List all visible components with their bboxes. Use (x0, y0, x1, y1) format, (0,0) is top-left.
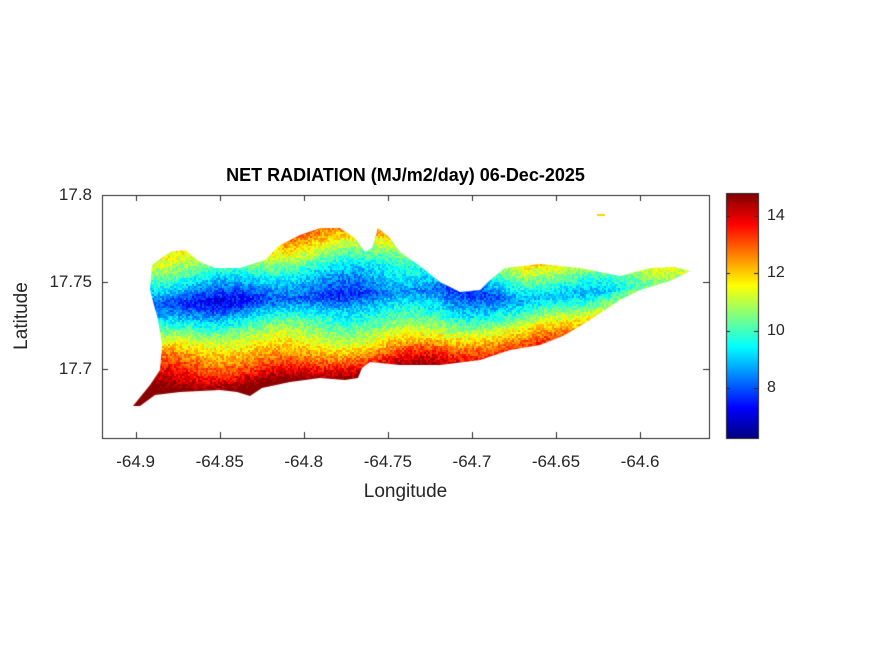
chart-title: NET RADIATION (MJ/m2/day) 06-Dec-2025 (226, 165, 585, 185)
x-tick-label: -64.8 (284, 452, 324, 471)
x-tick-label: -64.6 (620, 452, 660, 471)
x-tick-label: -64.85 (195, 452, 244, 471)
colorbar-tick-label: 12 (767, 264, 785, 282)
x-tick-label: -64.9 (116, 452, 155, 471)
colorbar-tick-label: 14 (767, 206, 785, 224)
y-tick-label: 17.7 (58, 358, 92, 378)
y-tick-label: 17.8 (58, 185, 92, 204)
x-tick-label: -64.7 (452, 452, 492, 471)
colorbar-tick-label: 8 (767, 378, 776, 396)
y-tick-label: 17.75 (49, 271, 92, 291)
y-axis-label: Latitude (11, 282, 32, 350)
x-tick-label: -64.65 (531, 452, 581, 471)
colorbar-tick-label: 10 (767, 321, 785, 339)
x-tick-label: -64.75 (363, 452, 412, 471)
x-axis-label: Longitude (363, 481, 448, 502)
